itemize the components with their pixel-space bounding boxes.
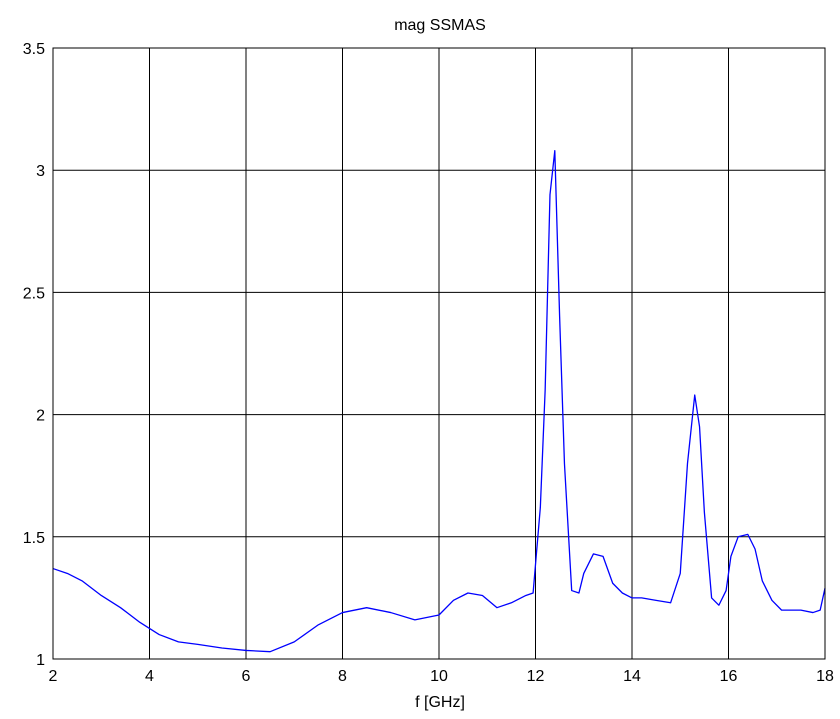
y-tick-label: 2 [36,408,45,425]
tick-labels: 2 4 6 8 10 12 14 16 18 1 1.5 2 2.5 3 3.5 [23,41,834,685]
y-tick-label: 2.5 [23,285,45,302]
y-tick-label: 1 [36,652,45,669]
grid [52,47,826,660]
x-tick-label: 2 [49,668,58,685]
x-tick-label: 6 [242,668,251,685]
y-tick-label: 3 [36,163,45,180]
chart-title: mag SSMAS [394,17,486,34]
y-tick-label: 3.5 [23,41,45,58]
x-tick-label: 14 [623,668,641,685]
x-tick-label: 4 [145,668,154,685]
x-tick-label: 18 [816,668,834,685]
x-tick-label: 8 [338,668,347,685]
x-tick-label: 12 [527,668,545,685]
y-tick-label: 1.5 [23,530,45,547]
x-tick-label: 10 [430,668,448,685]
x-tick-label: 16 [720,668,738,685]
series-line [52,149,826,653]
plot-frame [52,47,826,660]
series-layer [52,149,826,653]
x-axis-label: f [GHz] [415,694,465,711]
